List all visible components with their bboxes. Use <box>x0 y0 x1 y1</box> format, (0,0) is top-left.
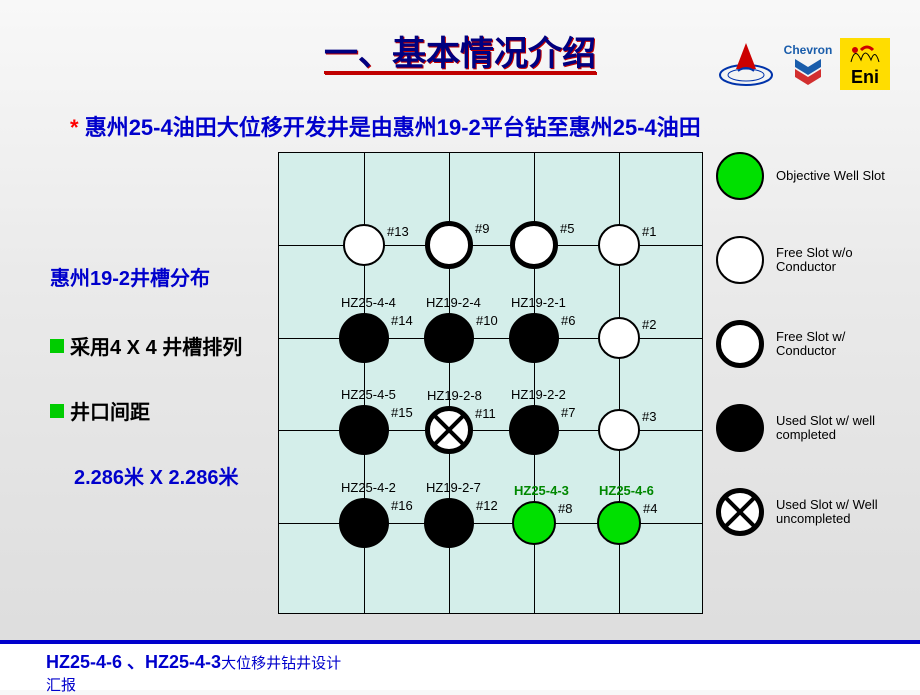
slot-number: #1 <box>642 224 656 239</box>
eni-logo: Eni <box>840 38 890 90</box>
slot-well-name: HZ25-4-4 <box>341 295 396 310</box>
well-slot <box>343 224 385 266</box>
slot-number: #7 <box>561 405 575 420</box>
legend-label: Objective Well Slot <box>776 169 885 183</box>
bullet-square-icon <box>50 404 64 418</box>
subtitle-star: * <box>70 115 85 140</box>
legend-row: Objective Well Slot <box>716 152 906 200</box>
legend-row: Free Slot w/ Conductor <box>716 320 906 368</box>
legend-row: Free Slot w/o Conductor <box>716 236 906 284</box>
footer-line2: 汇报 <box>46 674 341 695</box>
legend-symbol <box>716 152 764 200</box>
left-text-block: 惠州19-2井槽分布 采用4 X 4 井槽排列 井口间距 2.286米 X 2.… <box>50 262 280 490</box>
slot-grid: #13 #9 #5 #1 #14 HZ25-4-4 #10 HZ19-2-4 #6 HZ19-2-… <box>278 152 703 614</box>
slot-number: #11 <box>475 406 496 421</box>
slot-number: #5 <box>560 221 574 236</box>
legend-label: Free Slot w/ Conductor <box>776 330 906 359</box>
slot-well-name: HZ19-2-1 <box>511 295 566 310</box>
slot-well-name: HZ19-2-8 <box>427 388 482 403</box>
left-sub: 2.286米 X 2.286米 <box>74 461 280 490</box>
well-slot <box>339 313 389 363</box>
cnooc-logo <box>716 38 776 90</box>
well-slot <box>425 221 473 269</box>
footer-rest: 大位移井钻井设计 <box>221 655 341 672</box>
bullet-square-icon <box>50 339 64 353</box>
slot-number: #13 <box>387 224 409 239</box>
subtitle: * 惠州25-4油田大位移开发井是由惠州19-2平台钻至惠州25-4油田 <box>0 100 920 152</box>
left-heading: 惠州19-2井槽分布 <box>50 262 280 291</box>
well-slot <box>510 221 558 269</box>
content-area: 惠州19-2井槽分布 采用4 X 4 井槽排列 井口间距 2.286米 X 2.… <box>0 152 920 632</box>
slot-number: #2 <box>642 317 656 332</box>
left-row-1: 采用4 X 4 井槽排列 <box>50 331 280 360</box>
slot-number: #10 <box>476 313 498 328</box>
subtitle-text: 惠州25-4油田大位移开发井是由惠州19-2平台钻至惠州25-4油田 <box>85 115 701 140</box>
slot-well-name: HZ19-2-2 <box>511 387 566 402</box>
header: 一、基本情况介绍 Chevron <box>0 0 920 100</box>
well-slot <box>424 498 474 548</box>
slot-number: #16 <box>391 498 413 513</box>
slot-well-name: HZ19-2-7 <box>426 480 481 495</box>
well-slot <box>598 224 640 266</box>
legend-row: Used Slot w/ Well uncompleted <box>716 488 906 536</box>
well-slot <box>512 501 556 545</box>
footer: HZ25-4-6 、HZ25-4-3大位移井钻井设计 汇报 <box>0 640 920 690</box>
well-slot <box>598 317 640 359</box>
well-slot <box>339 405 389 455</box>
legend-row: Used Slot w/ well completed <box>716 404 906 452</box>
slot-number: #6 <box>561 313 575 328</box>
legend-symbol <box>716 404 764 452</box>
left-row-2: 井口间距 <box>50 396 280 425</box>
slot-number: #4 <box>643 501 657 516</box>
slot-number: #14 <box>391 313 413 328</box>
slot-number: #15 <box>391 405 413 420</box>
slot-well-name: HZ25-4-3 <box>514 483 569 498</box>
slot-well-name: HZ25-4-6 <box>599 483 654 498</box>
legend: Objective Well Slot Free Slot w/o Conduct… <box>716 152 906 572</box>
slot-number: #3 <box>642 409 656 424</box>
slot-well-name: HZ19-2-4 <box>426 295 481 310</box>
well-slot <box>339 498 389 548</box>
well-slot <box>425 406 473 454</box>
well-slot <box>509 313 559 363</box>
legend-label: Free Slot w/o Conductor <box>776 246 906 275</box>
well-slot <box>598 409 640 451</box>
well-slot <box>509 405 559 455</box>
slot-number: #8 <box>558 501 572 516</box>
legend-symbol <box>716 488 764 536</box>
legend-label: Used Slot w/ Well uncompleted <box>776 498 906 527</box>
slot-grid-holder: #13 #9 #5 #1 #14 HZ25-4-4 #10 HZ19-2-4 #6 HZ19-2-… <box>278 152 703 614</box>
slot-number: #12 <box>476 498 498 513</box>
slot-number: #9 <box>475 221 489 236</box>
chevron-logo: Chevron <box>782 38 834 90</box>
legend-symbol <box>716 236 764 284</box>
slot-well-name: HZ25-4-2 <box>341 480 396 495</box>
footer-bold: HZ25-4-6 、HZ25-4-3 <box>46 652 221 672</box>
well-slot <box>424 313 474 363</box>
slot-well-name: HZ25-4-5 <box>341 387 396 402</box>
well-slot <box>597 501 641 545</box>
page-title: 一、基本情况介绍 <box>324 26 596 75</box>
legend-symbol <box>716 320 764 368</box>
legend-label: Used Slot w/ well completed <box>776 414 906 443</box>
logo-row: Chevron Eni <box>716 38 890 90</box>
